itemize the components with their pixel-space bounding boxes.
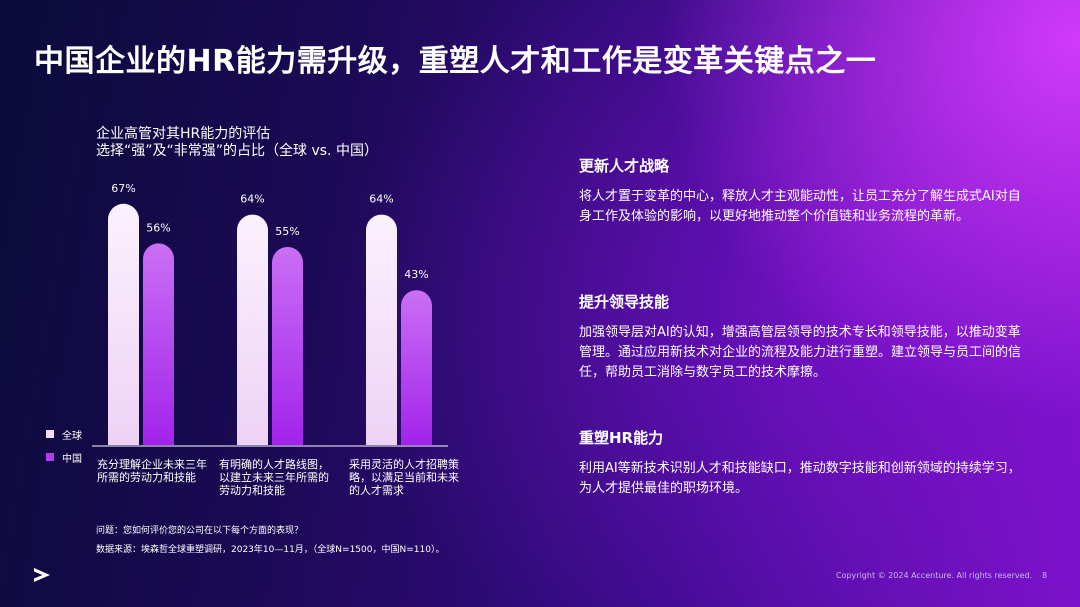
section-body: 加强领导层对AI的认知，增强高管层领导的技术专长和领导技能，以推动变革管理。通过…	[579, 325, 1022, 380]
section-heading: 重塑HR能力	[579, 429, 664, 447]
category-label-3: 采用灵活的人才招聘策略，以满足当前和未来的人才需求	[349, 458, 459, 497]
section-body: 将人才置于变革的中心，释放人才主观能动性，让员工充分了解生成式AI对自身工作及体…	[579, 189, 1021, 224]
bar-china-3	[401, 290, 432, 445]
legend-swatch-china	[46, 453, 54, 461]
bar-global-2	[237, 214, 268, 445]
section-talent-strategy: 更新人才战略 将人才置于变革的中心，释放人才主观能动性，让员工充分了解生成式AI…	[579, 155, 1029, 227]
section-hr-capability: 重塑HR能力 利用AI等新技术识别人才和技能缺口，推动数字技能和创新领域的持续学…	[579, 427, 1029, 499]
category-label-2: 有明确的人才路线图，以建立未来三年所需的劳动力和技能	[219, 458, 329, 497]
bar-china-2	[272, 247, 303, 445]
chart-legend: 全球 中国	[46, 428, 82, 474]
legend-label-china: 中国	[62, 453, 82, 465]
slide-title: 中国企业的HR能力需升级，重塑人才和工作是变革关键点之一	[34, 44, 877, 79]
section-heading: 提升领导技能	[579, 293, 670, 311]
chart-title: 企业高管对其HR能力的评估	[96, 126, 271, 142]
legend-item-global: 全球	[46, 428, 82, 442]
bar-chart: 67% 56% 64% 55% 64% 43%	[92, 182, 448, 447]
section-leadership-skills: 提升领导技能 加强领导层对AI的认知，增强高管层领导的技术专长和领导技能，以推动…	[579, 291, 1029, 383]
bar-global-1	[108, 203, 139, 445]
legend-swatch-global	[46, 430, 54, 438]
section-heading: 更新人才战略	[579, 157, 670, 175]
question-note: 问题：您如何评价您的公司在以下每个方面的表现？	[96, 526, 304, 536]
data-label-global-3: 64%	[369, 193, 393, 206]
legend-item-china: 中国	[46, 451, 82, 465]
data-label-china-2: 55%	[275, 225, 299, 238]
accenture-chevron-icon	[34, 568, 50, 582]
legend-label-global: 全球	[62, 430, 82, 442]
category-label-1: 充分理解企业未来三年所需的劳动力和技能	[97, 458, 207, 484]
bar-global-3	[366, 214, 397, 445]
section-body: 利用AI等新技术识别人才和技能缺口，推动数字技能和创新领域的持续学习，为人才提供…	[579, 461, 1021, 496]
chart-subtitle: 选择“强”及“非常强”的占比（全球 vs. 中国）	[96, 143, 378, 159]
bar-china-1	[143, 243, 174, 445]
data-label-china-1: 56%	[146, 221, 170, 234]
data-label-china-3: 43%	[404, 268, 428, 281]
copyright-text: Copyright © 2024 Accenture. All rights r…	[836, 571, 1033, 580]
data-label-global-2: 64%	[240, 193, 264, 206]
data-label-global-1: 67%	[111, 182, 135, 195]
page-number: 8	[1042, 571, 1048, 580]
chart-header: 企业高管对其HR能力的评估 选择“强”及“非常强”的占比（全球 vs. 中国）	[96, 126, 378, 160]
source-note: 数据来源：埃森哲全球重塑调研，2023年10—11月，（全球N=1500，中国N…	[96, 545, 445, 555]
